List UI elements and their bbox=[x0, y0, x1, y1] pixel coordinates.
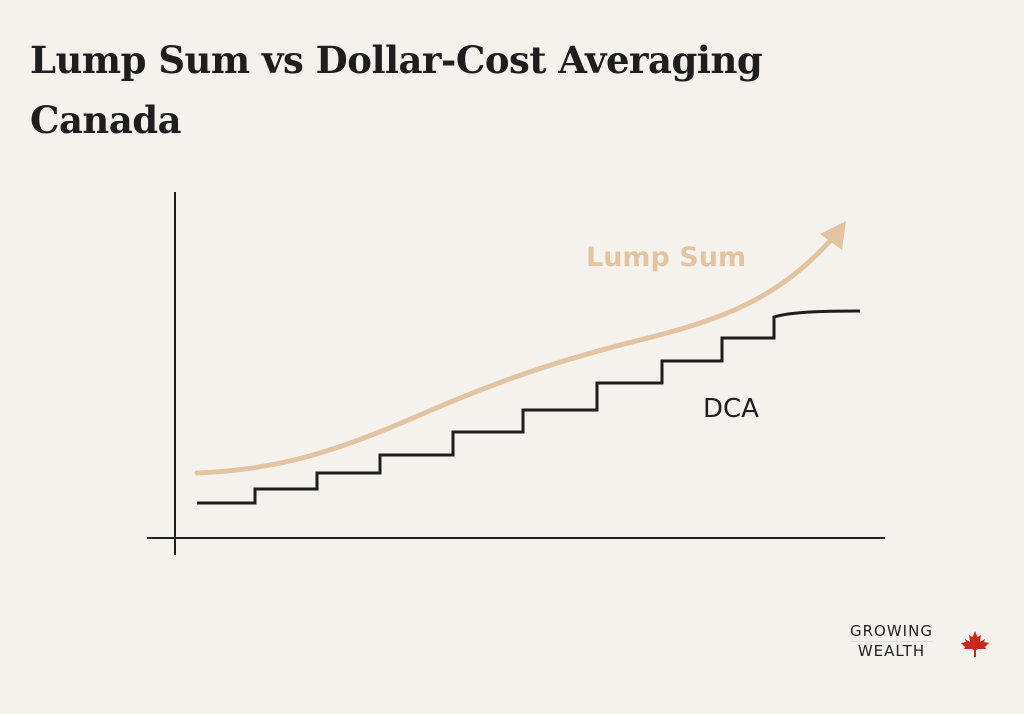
maple-leaf-icon bbox=[961, 631, 989, 657]
dca-step-line bbox=[197, 309, 861, 505]
title-line-1: Lump Sum vs Dollar-Cost Averaging bbox=[30, 38, 763, 82]
logo-line-2: WEALTH bbox=[857, 642, 926, 660]
title-line-2: Canada bbox=[30, 98, 182, 142]
lump-sum-arrowhead bbox=[820, 221, 846, 250]
lump-sum-curve bbox=[194, 229, 841, 476]
dca-label: DCA bbox=[703, 394, 759, 424]
logo-line-1: GROWING bbox=[850, 622, 933, 642]
brand-logo: GROWING WEALTH bbox=[850, 622, 933, 661]
page-title: Lump Sum vs Dollar-Cost Averaging Canada bbox=[30, 30, 763, 150]
lump-sum-label: Lump Sum bbox=[586, 242, 747, 273]
